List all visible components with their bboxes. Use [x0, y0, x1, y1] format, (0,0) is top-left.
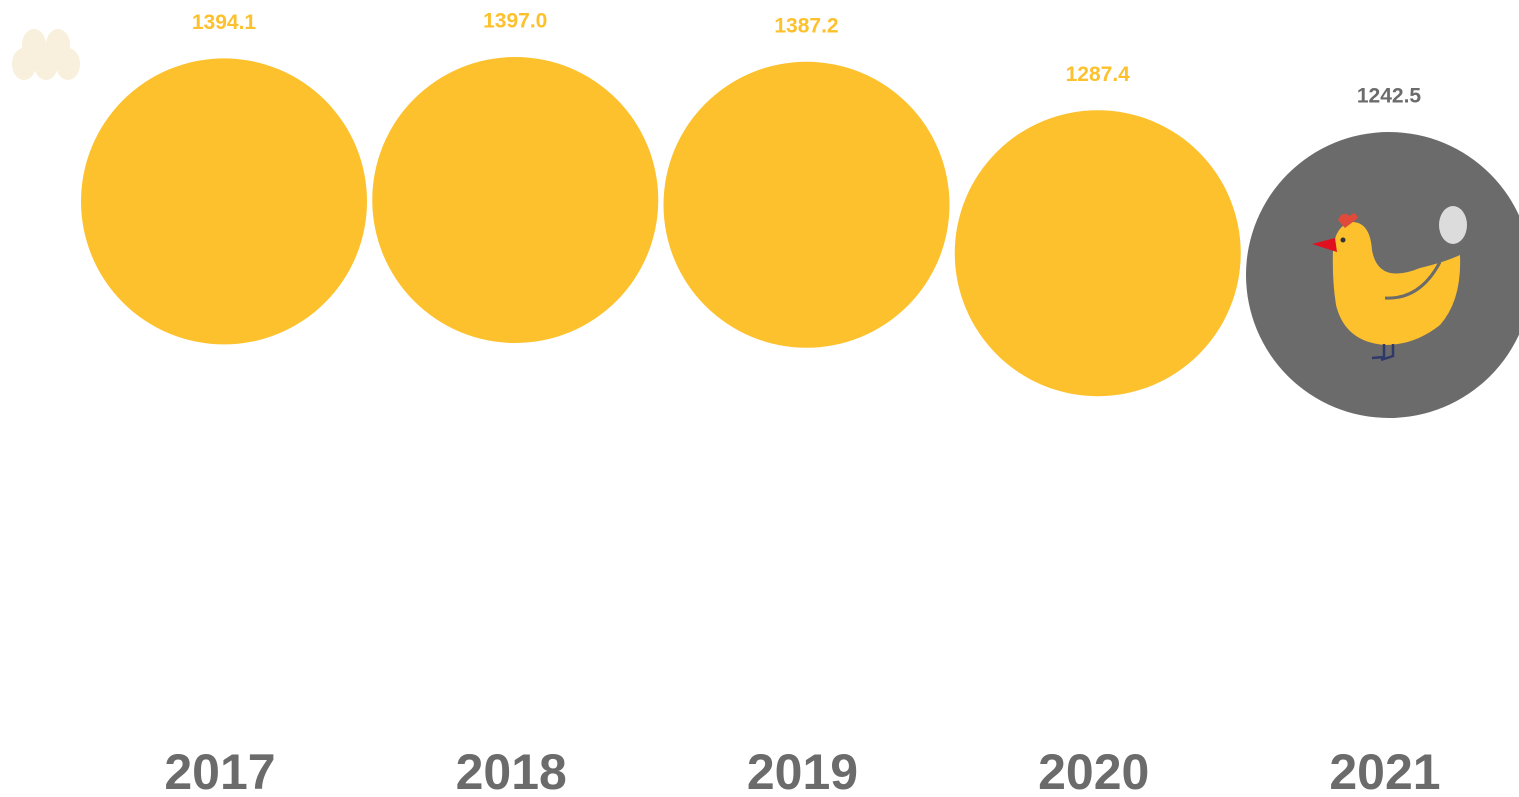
year-label: 2017: [164, 744, 275, 797]
year-label: 2021: [1329, 744, 1440, 797]
bubble: [81, 58, 367, 345]
bubble: [954, 110, 1241, 397]
year-label: 2020: [1038, 744, 1149, 797]
value-label: 1287.4: [1066, 63, 1131, 86]
bubble: [372, 57, 659, 343]
bubbles: [81, 57, 1519, 418]
value-label: 1387.2: [774, 14, 838, 37]
egg-icon: [12, 29, 80, 80]
bubble: [663, 61, 950, 348]
value-label: 1242.5: [1357, 85, 1422, 108]
year-label: 2018: [456, 744, 567, 797]
value-label: 1394.1: [192, 11, 257, 34]
chicken-icon: [1312, 206, 1467, 362]
year-label: 2019: [747, 744, 858, 797]
value-label: 1397.0: [483, 10, 547, 33]
